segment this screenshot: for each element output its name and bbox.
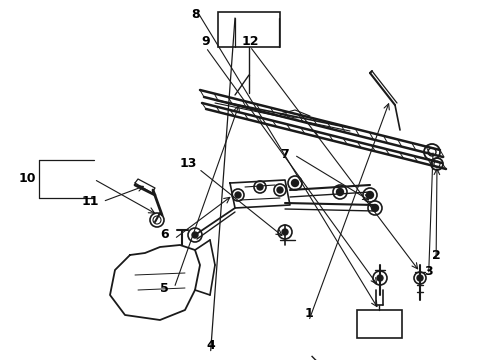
Circle shape — [192, 232, 198, 238]
Circle shape — [417, 275, 423, 281]
Circle shape — [274, 184, 286, 196]
Circle shape — [277, 187, 283, 193]
Circle shape — [254, 181, 266, 193]
Circle shape — [150, 213, 164, 227]
Circle shape — [424, 144, 440, 160]
Circle shape — [434, 161, 440, 167]
Circle shape — [428, 148, 436, 156]
Text: 7: 7 — [280, 148, 289, 161]
Text: 1: 1 — [304, 307, 313, 320]
Circle shape — [337, 189, 343, 195]
Circle shape — [257, 184, 263, 190]
Bar — [218, 12, 280, 47]
Circle shape — [367, 192, 373, 198]
Text: 9: 9 — [201, 35, 210, 48]
Text: 6: 6 — [160, 228, 169, 240]
Circle shape — [235, 192, 241, 198]
Text: 10: 10 — [18, 172, 36, 185]
Circle shape — [414, 272, 426, 284]
Bar — [357, 310, 402, 338]
Text: 3: 3 — [424, 265, 433, 278]
Circle shape — [368, 201, 382, 215]
Circle shape — [292, 180, 298, 186]
Text: 13: 13 — [180, 157, 197, 170]
Circle shape — [188, 228, 202, 242]
Circle shape — [377, 275, 383, 281]
Text: 8: 8 — [192, 8, 200, 21]
Text: 12: 12 — [241, 35, 259, 48]
Text: 4: 4 — [206, 339, 215, 352]
Circle shape — [278, 225, 292, 239]
Circle shape — [288, 176, 302, 190]
Circle shape — [363, 188, 377, 202]
Circle shape — [333, 185, 347, 199]
Text: 5: 5 — [160, 282, 169, 294]
Circle shape — [232, 189, 244, 201]
Circle shape — [153, 216, 161, 224]
Circle shape — [371, 204, 378, 212]
Text: 11: 11 — [82, 195, 99, 208]
Circle shape — [282, 229, 288, 235]
Circle shape — [431, 158, 443, 170]
Text: 2: 2 — [432, 249, 441, 262]
Circle shape — [373, 271, 387, 285]
